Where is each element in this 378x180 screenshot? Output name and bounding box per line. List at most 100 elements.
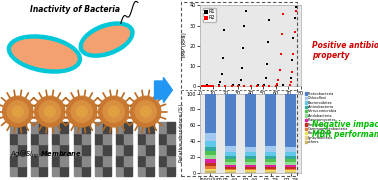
R1 xyxy=(293,6,299,9)
Circle shape xyxy=(39,101,60,122)
Bar xyxy=(10,144,18,155)
Bar xyxy=(18,133,26,144)
Bar xyxy=(167,144,175,155)
Bar xyxy=(60,166,68,176)
Bar xyxy=(225,167,236,169)
Bar xyxy=(138,133,146,144)
Circle shape xyxy=(12,106,23,117)
R2 xyxy=(229,85,235,87)
R2 xyxy=(222,85,228,87)
R2 xyxy=(254,85,260,87)
R2 xyxy=(266,85,273,87)
Bar xyxy=(10,122,18,133)
Bar xyxy=(285,147,296,152)
R2 xyxy=(287,84,293,87)
R1 xyxy=(291,16,297,19)
R2 xyxy=(273,85,279,87)
Bar xyxy=(18,144,26,155)
Bar xyxy=(95,122,103,133)
Bar xyxy=(167,155,175,166)
Bar xyxy=(116,166,124,176)
Bar xyxy=(124,166,132,176)
Bar xyxy=(205,171,216,173)
Bar xyxy=(225,165,236,167)
Bar xyxy=(285,159,296,162)
R1 xyxy=(263,77,269,80)
Bar xyxy=(10,133,18,144)
Bar xyxy=(265,152,276,156)
Bar xyxy=(205,147,216,151)
R2 xyxy=(210,85,216,87)
Bar xyxy=(103,166,111,176)
Bar xyxy=(74,122,82,133)
Bar xyxy=(225,94,236,146)
R1 xyxy=(216,84,222,87)
Bar xyxy=(60,133,68,144)
Bar xyxy=(245,159,256,162)
Circle shape xyxy=(140,106,151,117)
R1 xyxy=(220,57,226,59)
Bar xyxy=(245,167,256,169)
Bar xyxy=(60,144,68,155)
Circle shape xyxy=(35,96,65,127)
Bar xyxy=(225,171,236,172)
Bar xyxy=(116,155,124,166)
Bar xyxy=(265,162,276,165)
Bar xyxy=(285,170,296,171)
Bar xyxy=(159,144,167,155)
R2 xyxy=(288,81,294,84)
R1 xyxy=(266,18,273,21)
Bar xyxy=(124,144,132,155)
Bar xyxy=(82,144,90,155)
Legend: Proteobacteria, Chloroflexi, Bacteroidetes, Actinobacteria, Verrucomicrobia, Aci: Proteobacteria, Chloroflexi, Bacteroidet… xyxy=(305,91,349,145)
Circle shape xyxy=(3,96,33,127)
Bar xyxy=(74,166,82,176)
Bar xyxy=(205,166,216,169)
R2 xyxy=(274,83,280,86)
Bar xyxy=(31,122,39,133)
Bar xyxy=(265,171,276,172)
Bar xyxy=(74,144,82,155)
R1 xyxy=(217,81,223,84)
Bar xyxy=(60,122,68,133)
Bar xyxy=(225,152,236,156)
R2 xyxy=(206,85,212,87)
R1 xyxy=(204,84,210,87)
R1 xyxy=(237,79,243,82)
R1 xyxy=(264,63,270,66)
Bar xyxy=(31,166,39,176)
Bar xyxy=(285,165,296,167)
Bar xyxy=(53,144,60,155)
R1 xyxy=(219,73,225,76)
Bar xyxy=(225,172,236,173)
R2 xyxy=(241,85,247,87)
Bar xyxy=(159,155,167,166)
X-axis label: Time (d): Time (d) xyxy=(239,97,262,102)
Bar xyxy=(31,155,39,166)
R2 xyxy=(289,71,295,74)
Bar xyxy=(39,122,47,133)
Bar xyxy=(82,166,90,176)
R2 xyxy=(280,12,286,15)
Bar xyxy=(146,144,154,155)
Bar xyxy=(245,94,256,147)
Bar xyxy=(225,159,236,162)
Bar xyxy=(124,133,132,144)
Bar xyxy=(39,133,47,144)
Bar xyxy=(53,166,60,176)
Bar xyxy=(116,144,124,155)
R2 xyxy=(208,85,214,87)
R2 xyxy=(209,85,215,87)
Bar xyxy=(245,171,256,172)
Bar xyxy=(245,172,256,173)
Bar xyxy=(18,122,26,133)
Y-axis label: TMP (kPa): TMP (kPa) xyxy=(182,32,187,59)
Bar xyxy=(146,122,154,133)
Circle shape xyxy=(67,96,97,127)
R2 xyxy=(291,30,297,33)
R1 xyxy=(240,46,246,49)
Bar xyxy=(225,169,236,170)
Bar xyxy=(245,152,256,156)
Bar xyxy=(103,144,111,155)
Circle shape xyxy=(130,96,161,127)
